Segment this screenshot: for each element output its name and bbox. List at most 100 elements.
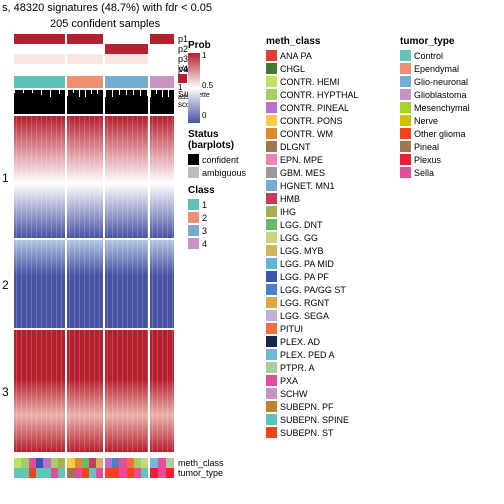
legend-methclass-title: meth_class: [266, 36, 386, 47]
legend-swatch: [266, 310, 277, 321]
legend-item: LGG. PA/GG ST: [266, 283, 386, 296]
legend-label: CONTR. PINEAL: [280, 103, 349, 113]
legend-swatch: [266, 349, 277, 360]
legend-item: PLEX. AD: [266, 335, 386, 348]
legend-swatch: [266, 232, 277, 243]
legend-status-title: Status (barplots): [188, 129, 258, 151]
legend-swatch: [266, 193, 277, 204]
legend-swatch: [188, 154, 199, 165]
prob-colorbar: 10.50: [188, 53, 200, 123]
legend-label: LGG. RGNT: [280, 298, 330, 308]
legend-swatch: [266, 414, 277, 425]
legend-label: confident: [202, 155, 239, 165]
legend-swatch: [266, 206, 277, 217]
legend-item: LGG. SEGA: [266, 309, 386, 322]
legend-label: CONTR. HEMI: [280, 77, 340, 87]
legend-label: 4: [202, 239, 207, 249]
legend-label: DLGNT: [280, 142, 311, 152]
legend-swatch: [266, 245, 277, 256]
legend-swatch: [266, 50, 277, 61]
legend-class-items: 1 2 3 4: [188, 198, 258, 250]
legend-status: Status (barplots) confident ambiguous: [188, 129, 258, 179]
legend-label: LGG. DNT: [280, 220, 323, 230]
legend-swatch: [266, 115, 277, 126]
legend-swatch: [188, 199, 199, 210]
legend-item: CONTR. PONS: [266, 114, 386, 127]
legend-item: PTPR. A: [266, 361, 386, 374]
legend-label: GBM. MES: [280, 168, 325, 178]
legend-label: ambiguous: [202, 168, 246, 178]
legend-item: SUBEPN. SPINE: [266, 413, 386, 426]
annotation-p-rows: [14, 34, 174, 74]
legend-status-items: confident ambiguous: [188, 153, 258, 179]
legend-label: 1: [202, 200, 207, 210]
legend-label: Mesenchymal: [414, 103, 470, 113]
legend-label: HGNET. MN1: [280, 181, 335, 191]
legend-label: EPN. MPE: [280, 155, 323, 165]
legend-swatch: [266, 102, 277, 113]
legend-swatch: [266, 89, 277, 100]
legend-item: Ependymal: [400, 62, 500, 75]
legend-swatch: [266, 388, 277, 399]
legend-item: GBM. MES: [266, 166, 386, 179]
legend-label: LGG. PA PF: [280, 272, 329, 282]
legend-item: EPN. MPE: [266, 153, 386, 166]
legend-label: LGG. GG: [280, 233, 318, 243]
legend-item: 4: [188, 237, 258, 250]
legend-swatch: [266, 297, 277, 308]
legend-item: Nerve: [400, 114, 500, 127]
legend-item: CONTR. HEMI: [266, 75, 386, 88]
legend-item: 1: [188, 198, 258, 211]
legend-label: Ependymal: [414, 64, 459, 74]
legend-item: LGG. GG: [266, 231, 386, 244]
legend-label: SUBEPN. PF: [280, 402, 334, 412]
legend-col-1: Prob 10.50 Status (barplots) confident am…: [188, 40, 258, 256]
legend-methclass-items: ANA PACHGLCONTR. HEMICONTR. HYPTHALCONTR…: [266, 49, 386, 439]
legend-item: ambiguous: [188, 166, 258, 179]
legend-item: DLGNT: [266, 140, 386, 153]
legend-item: LGG. MYB: [266, 244, 386, 257]
legend-label: 3: [202, 226, 207, 236]
legend-swatch: [266, 167, 277, 178]
annotation-bottom-rows: [14, 458, 174, 478]
prob-colorbar-gradient: [188, 53, 200, 123]
annotation-silhouette-row: [14, 90, 174, 114]
legend-item: LGG. DNT: [266, 218, 386, 231]
annotation-class-row: [14, 76, 174, 88]
legend-swatch: [266, 323, 277, 334]
legend-label: 2: [202, 213, 207, 223]
legend-swatch: [400, 89, 411, 100]
legend-label: Glioblastoma: [414, 90, 467, 100]
legend-label: LGG. SEGA: [280, 311, 329, 321]
legend-item: HMB: [266, 192, 386, 205]
legend-item: SCHW: [266, 387, 386, 400]
legend-label: Sella: [414, 168, 434, 178]
legend-label: LGG. PA MID: [280, 259, 334, 269]
legend-item: LGG. PA PF: [266, 270, 386, 283]
legend-label: CONTR. HYPTHAL: [280, 90, 359, 100]
legend-label: Nerve: [414, 116, 438, 126]
legend-item: CONTR. PINEAL: [266, 101, 386, 114]
legend-swatch: [400, 167, 411, 178]
legend-swatch: [266, 128, 277, 139]
legend-swatch: [266, 284, 277, 295]
legend-item: 2: [188, 211, 258, 224]
legend-label: HMB: [280, 194, 300, 204]
legend-label: PTPR. A: [280, 363, 315, 373]
legend-swatch: [400, 102, 411, 113]
legend-prob-title: Prob: [188, 40, 258, 51]
legend-item: SUBEPN. PF: [266, 400, 386, 413]
legend-item: PLEX. PED A: [266, 348, 386, 361]
legend-label: CONTR. WM: [280, 129, 333, 139]
legend-label: LGG. PA/GG ST: [280, 285, 346, 295]
legend-label: PXA: [280, 376, 298, 386]
legend-col-2: meth_class ANA PACHGLCONTR. HEMICONTR. H…: [266, 36, 386, 439]
legend-tumortype-items: ControlEpendymalGlio-neuronalGlioblastom…: [400, 49, 500, 179]
title-line2: 205 confident samples: [50, 18, 160, 30]
legend-label: PITUI: [280, 324, 303, 334]
legend-item: Glioblastoma: [400, 88, 500, 101]
legend-swatch: [266, 76, 277, 87]
legend-label: IHG: [280, 207, 296, 217]
legend-item: Control: [400, 49, 500, 62]
legend-swatch: [266, 362, 277, 373]
